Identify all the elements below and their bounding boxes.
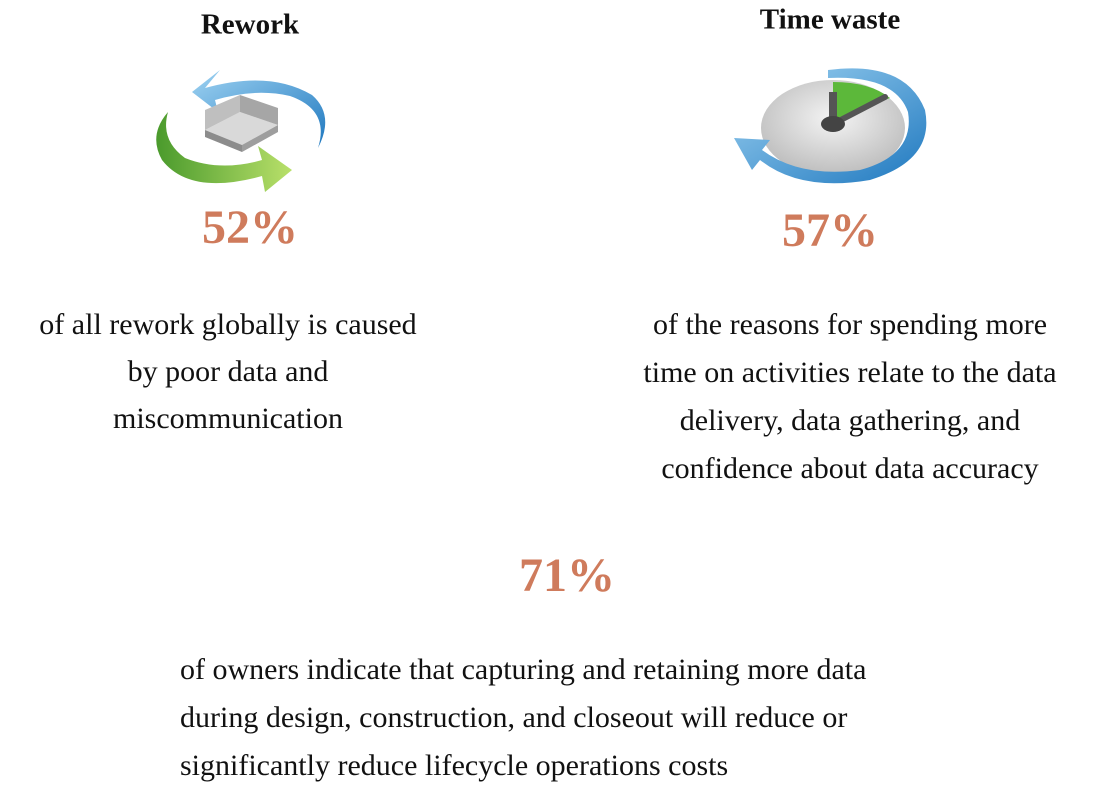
rework-icon — [156, 70, 326, 192]
item-stat: 57% — [782, 204, 878, 257]
item-description: of the reasons for spending more — [653, 308, 1047, 341]
item-description: miscommunication — [113, 402, 343, 435]
item-description: delivery, data gathering, and — [680, 404, 1020, 437]
item-description: during design, construction, and closeou… — [180, 701, 847, 734]
item-description: of owners indicate that capturing and re… — [180, 653, 866, 686]
item-stat: 52% — [202, 201, 298, 254]
item-description: by poor data and — [128, 355, 329, 388]
time-waste-icon — [734, 68, 927, 184]
item-description: significantly reduce lifecycle operation… — [180, 749, 728, 782]
item-description: time on activities relate to the data — [643, 356, 1056, 389]
item-title: Time waste — [760, 4, 901, 36]
item-description: of all rework globally is caused — [39, 308, 416, 341]
item-title: Rework — [201, 9, 300, 41]
item-stat: 71% — [519, 549, 615, 602]
item-description: confidence about data accuracy — [661, 452, 1038, 485]
